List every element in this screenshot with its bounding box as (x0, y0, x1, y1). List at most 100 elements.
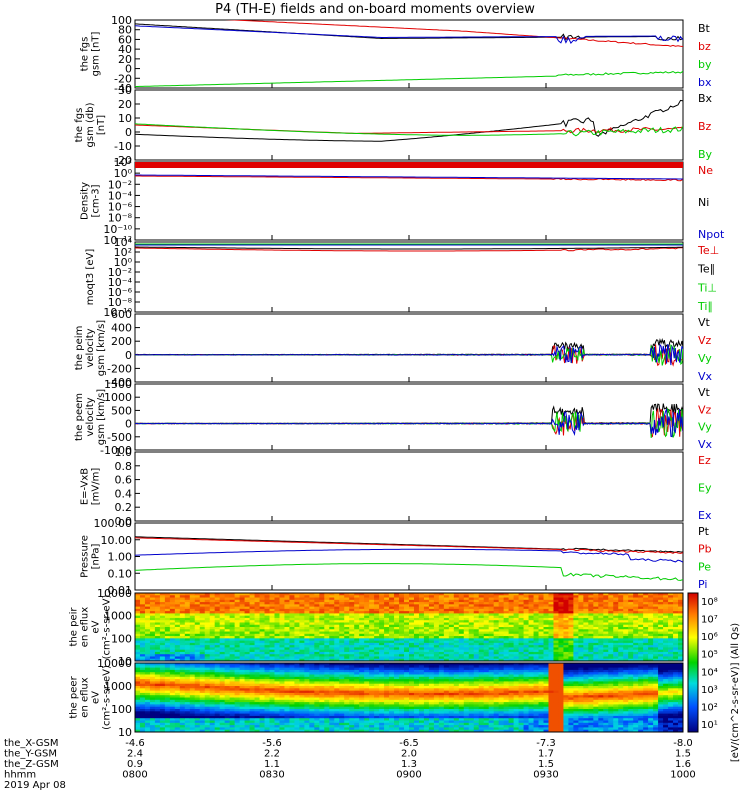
y-tick-label: 80 (118, 24, 132, 37)
colorbar-tick: 10⁷ (701, 615, 718, 626)
panel-frame (134, 241, 684, 313)
y-tick-label: 10⁴ (114, 236, 133, 249)
colorbar-tick: 10⁵ (701, 650, 718, 661)
y-tick-label: 30 (118, 84, 132, 97)
colorbar-tick: 10⁸ (701, 597, 718, 608)
y-tick-label: 10⁻² (108, 178, 132, 191)
x-tick-label: 0900 (396, 770, 421, 781)
legend-Npot: Npot (698, 228, 725, 241)
y-tick-label: 0.8 (115, 460, 133, 473)
series-Te-perp (135, 247, 683, 252)
spectrogram-cells (135, 593, 683, 661)
y-axis-label: the peiren efluxeV(cm²-s-sr-eV) (69, 595, 113, 660)
colorbar-tick: 10³ (701, 685, 718, 696)
series-Te-par (135, 246, 683, 250)
legend-Pt: Pt (698, 525, 710, 538)
series-bx (135, 25, 683, 44)
legend-bx: bx (698, 76, 712, 89)
y-tick-label: 10² (114, 246, 132, 259)
series-Vx (135, 343, 683, 366)
y-tick-label: 10⁻¹⁰ (103, 306, 132, 319)
legend-bz: bz (698, 40, 711, 53)
y-axis-label: the peemvelocitygsm [km/s] (74, 389, 107, 445)
legend-By: By (698, 148, 713, 161)
x-tick-label: 1.6 (675, 759, 691, 770)
y-tick-label: -400 (107, 376, 132, 389)
legend-Bz: Bz (698, 120, 712, 133)
y-axis-label: the fgsgsm (db)[nT] (74, 102, 107, 147)
colorbar-tick: 10¹ (701, 720, 718, 731)
y-tick-label: 1.0 (115, 446, 133, 459)
y-tick-label: 200 (111, 335, 132, 348)
y-tick-label: 100.00 (94, 517, 133, 530)
y-tick-label: 600 (111, 308, 132, 321)
colorbar-tick: 10² (701, 702, 718, 713)
panel-frame (134, 522, 684, 591)
panel-frame (134, 451, 684, 522)
series-Pt (135, 536, 683, 554)
y-tick-label: 10000 (97, 657, 132, 670)
y-tick-label: 20 (118, 98, 132, 111)
legend-Ey: Ey (698, 482, 712, 495)
legend-Ex: Ex (698, 509, 712, 522)
colorbar (687, 592, 699, 733)
y-tick-label: 0.6 (115, 474, 133, 487)
y-tick-label: 10⁻⁸ (108, 212, 133, 225)
legend-Vx: Vx (698, 370, 713, 383)
series-Vx (135, 408, 683, 438)
y-tick-label: 0.2 (115, 501, 133, 514)
y-tick-label: 10.00 (101, 534, 133, 547)
y-tick-label: 0.10 (108, 567, 133, 580)
series-Bt (135, 23, 683, 41)
page-title: P4 (TH-E) fields and on-board moments ov… (215, 2, 535, 17)
y-tick-label: -10 (114, 140, 132, 153)
y-tick-label: 10⁻⁴ (108, 189, 133, 202)
legend-Vt: Vt (698, 386, 711, 399)
colorbar-tick: 10⁶ (701, 632, 718, 643)
series-Ne (135, 175, 683, 182)
legend-Ez: Ez (698, 454, 711, 467)
x-tick-label: 1.7 (538, 749, 554, 760)
y-tick-label: -40 (114, 82, 132, 95)
x-tick-label: 2.2 (264, 749, 280, 760)
y-tick-label: 10 (118, 726, 132, 739)
y-tick-label: -20 (114, 154, 132, 167)
y-tick-label: 0 (125, 418, 132, 431)
legend-Ne: Ne (698, 164, 713, 177)
x-tick-label: -8.0 (673, 738, 693, 749)
legend-Vy: Vy (698, 352, 712, 365)
y-tick-label: 10² (114, 156, 132, 169)
legend-Bx: Bx (698, 92, 713, 105)
y-axis-label: moqt3 [eV] (85, 249, 96, 306)
y-tick-label: 10⁰ (114, 256, 133, 269)
legend-Ti∥: Ti∥ (697, 300, 713, 313)
y-tick-label: -1000 (100, 444, 132, 457)
series-Bz (135, 124, 683, 134)
y-tick-label: 10⁻⁶ (108, 286, 133, 299)
series-Pe (135, 563, 683, 581)
series-Bx (135, 99, 683, 142)
y-tick-label: 0 (125, 63, 132, 76)
panel-frame (134, 161, 684, 241)
legend-Bt: Bt (698, 22, 711, 35)
series-by (135, 70, 683, 87)
y-axis-label: the peimvelocitygsm [km/s] (74, 320, 107, 376)
y-axis-label: the peeren efluxeV(cm²-s-sr-eV) (69, 665, 113, 730)
colorbar-tick: 10⁴ (701, 667, 718, 678)
y-tick-label: 100 (111, 14, 132, 27)
y-tick-label: 1.00 (108, 551, 133, 564)
y-axis-label: Pressure[nPa] (80, 535, 102, 578)
y-tick-label: 60 (118, 33, 132, 46)
x-tick-label: 0.9 (127, 759, 143, 770)
x-tick-label: -4.6 (125, 738, 145, 749)
y-axis-label: Density[cm-3] (80, 182, 102, 220)
x-tick-label: 0830 (259, 770, 284, 781)
spectrogram-cells (135, 663, 683, 732)
legend-Pe: Pe (698, 560, 711, 573)
series-bz (224, 20, 683, 47)
y-tick-label: -500 (107, 431, 132, 444)
series-Pb (135, 537, 683, 554)
x-row-name: the_Y-GSM (4, 749, 57, 760)
y-tick-label: 1000 (104, 391, 132, 404)
